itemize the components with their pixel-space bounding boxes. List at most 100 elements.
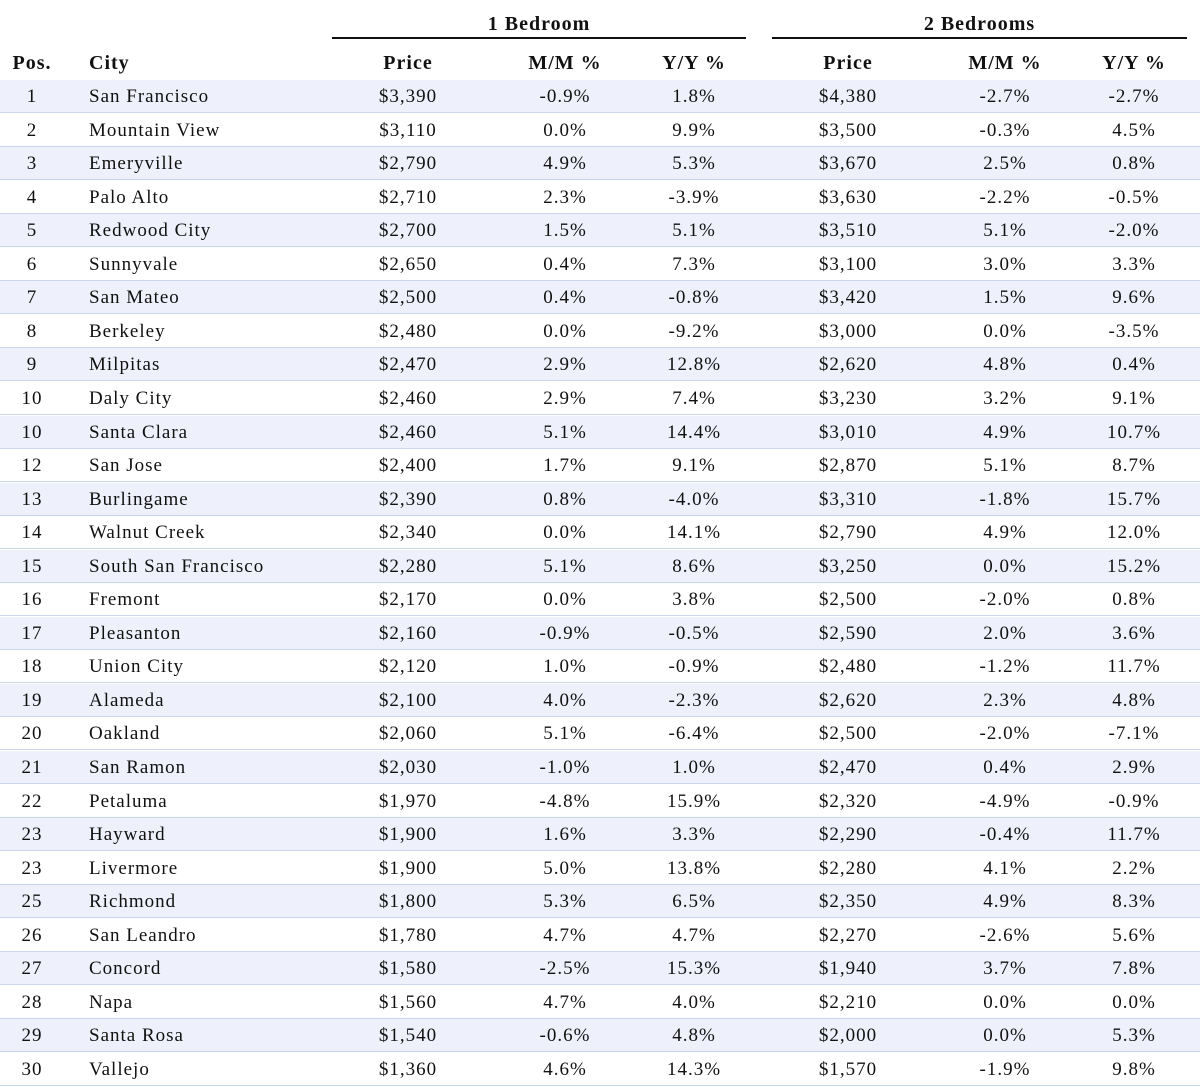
value-cell: $2,390 [378, 488, 438, 510]
value-cell: -2.7% [979, 86, 1031, 107]
value-cell: 19 [21, 689, 43, 711]
value-cell: 3.2% [983, 387, 1027, 409]
table-row [0, 348, 1200, 382]
table-row [0, 80, 1200, 114]
value-cell: $2,460 [378, 421, 438, 443]
value-cell: -7.1% [1108, 723, 1160, 745]
table-row [0, 549, 1200, 583]
value-cell: $1,970 [378, 790, 438, 812]
table-row [0, 952, 1200, 986]
value-cell: $4,380 [818, 86, 878, 107]
value-cell: 16 [21, 589, 43, 611]
value-cell: 15.9% [666, 790, 722, 812]
value-cell: $2,710 [378, 186, 438, 208]
value-cell: $1,360 [378, 1058, 438, 1080]
value-cell: 9.9% [672, 119, 716, 141]
value-cell: 10.7% [1106, 421, 1162, 443]
value-cell: 5.1% [543, 723, 587, 745]
value-cell: 3.6% [1112, 622, 1156, 644]
value-cell: 14 [21, 522, 43, 544]
city-cell: Napa [89, 991, 134, 1013]
value-cell: 2.5% [983, 153, 1027, 175]
value-cell: -0.9% [539, 86, 591, 107]
city-cell: San Mateo [89, 287, 180, 309]
table-row [0, 852, 1200, 885]
value-cell: 5.1% [543, 421, 587, 443]
value-cell: 0.0% [983, 555, 1027, 577]
group-title: 1 Bedroom [487, 13, 591, 35]
value-cell: 10 [21, 421, 43, 443]
value-cell: $2,470 [818, 757, 878, 778]
value-cell: 8 [26, 320, 38, 342]
table-row [0, 315, 1200, 348]
group-rule [332, 37, 746, 39]
value-cell: 20 [21, 723, 43, 745]
value-cell: $3,670 [818, 153, 878, 175]
city-cell: Union City [89, 656, 184, 678]
column-header: Price [823, 52, 873, 74]
column-header: M/M % [968, 52, 1042, 74]
value-cell: 5.3% [672, 153, 716, 175]
value-cell: -6.4% [668, 723, 720, 745]
value-cell: 0.4% [543, 287, 587, 309]
city-cell: San Jose [89, 455, 163, 477]
value-cell: $2,210 [818, 991, 878, 1013]
value-cell: 1.5% [543, 220, 587, 242]
value-cell: 2.9% [543, 387, 587, 409]
city-cell: Sunnyvale [89, 253, 179, 275]
city-cell: Burlingame [89, 488, 189, 510]
table-row [0, 147, 1200, 181]
value-cell: 3.0% [983, 253, 1027, 275]
city-cell: Fremont [89, 589, 161, 611]
city-cell: Pleasanton [89, 622, 182, 644]
city-cell: Livermore [89, 857, 179, 879]
value-cell: 2 [26, 119, 38, 141]
column-header: M/M % [528, 52, 602, 74]
value-cell: 13.8% [666, 857, 722, 879]
value-cell: 0.4% [543, 253, 587, 275]
city-cell: Daly City [89, 387, 173, 409]
value-cell: $3,310 [818, 488, 878, 510]
value-cell: 4.8% [672, 1025, 716, 1047]
city-cell: South San Francisco [89, 555, 265, 577]
value-cell: $3,010 [818, 421, 878, 443]
value-cell: 7 [26, 287, 38, 309]
column-header: Price [383, 52, 433, 74]
value-cell: 9.1% [1112, 387, 1156, 409]
value-cell: $2,480 [378, 320, 438, 342]
value-cell: 4.0% [672, 991, 716, 1013]
value-cell: 7.4% [672, 387, 716, 409]
value-cell: -0.9% [668, 656, 720, 678]
value-cell: -2.0% [979, 723, 1031, 745]
value-cell: $2,620 [818, 689, 878, 711]
value-cell: 10 [21, 387, 43, 409]
value-cell: $2,480 [818, 656, 878, 678]
value-cell: 2.9% [543, 354, 587, 376]
value-cell: 1.8% [672, 86, 716, 107]
value-cell: -1.9% [979, 1058, 1031, 1080]
city-cell: Concord [89, 958, 162, 980]
value-cell: 15.3% [666, 958, 722, 980]
value-cell: 2.0% [983, 622, 1027, 644]
value-cell: $3,000 [818, 320, 878, 342]
value-cell: 0.4% [1112, 354, 1156, 376]
value-cell: 28 [21, 991, 43, 1013]
value-cell: 21 [21, 757, 43, 778]
value-cell: 5.1% [672, 220, 716, 242]
table-row [0, 181, 1200, 214]
value-cell: -3.5% [1108, 320, 1160, 342]
value-cell: 13 [21, 488, 43, 510]
table-row [0, 1019, 1200, 1053]
value-cell: $2,290 [818, 824, 878, 846]
column-header: Y/Y % [662, 52, 726, 74]
value-cell: 0.0% [983, 991, 1027, 1013]
value-cell: -9.2% [668, 320, 720, 342]
city-cell: Walnut Creek [89, 522, 206, 544]
value-cell: 4.9% [983, 891, 1027, 913]
value-cell: 0.8% [1112, 589, 1156, 611]
value-cell: $2,460 [378, 387, 438, 409]
city-cell: Emeryville [89, 153, 184, 175]
value-cell: 0.0% [543, 119, 587, 141]
value-cell: 14.3% [666, 1058, 722, 1080]
